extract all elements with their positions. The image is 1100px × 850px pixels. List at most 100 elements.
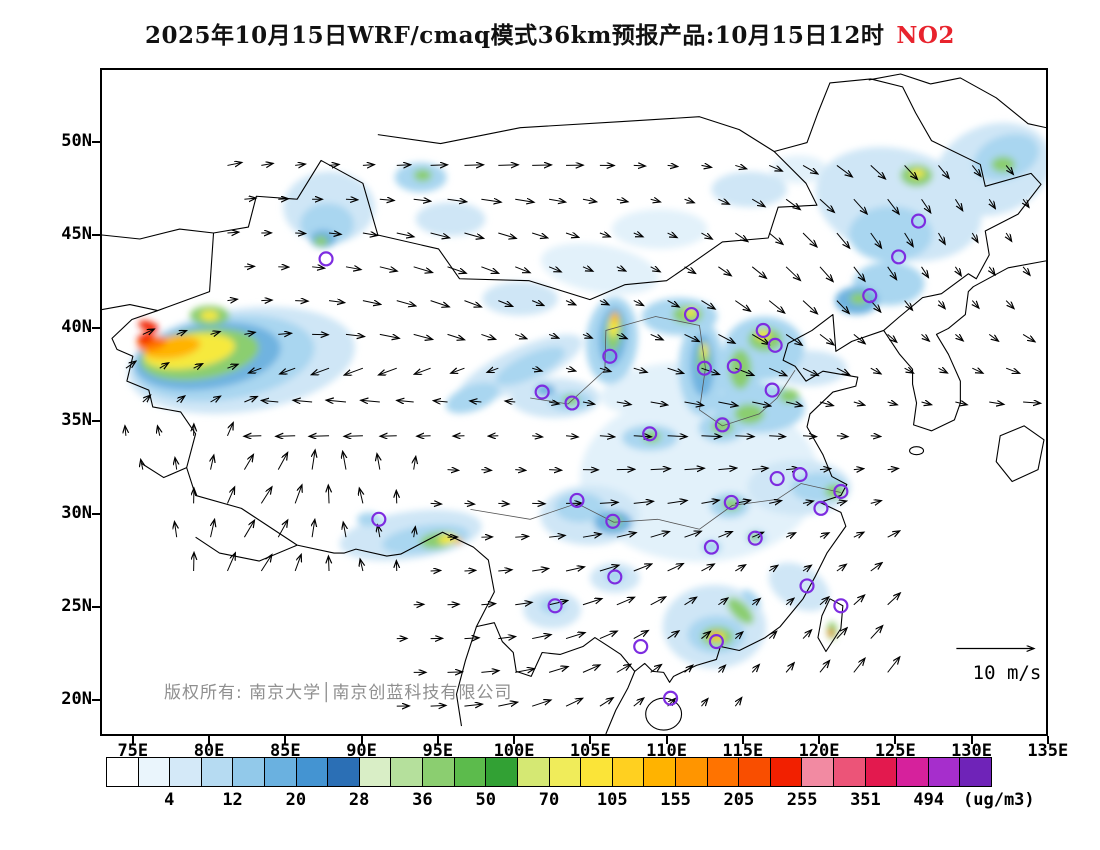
- wind-arrow: [430, 165, 448, 166]
- wind-arrow: [532, 165, 551, 166]
- wind-arrow: [667, 233, 677, 238]
- colorbar-cell: [643, 758, 675, 786]
- wind-arrow: [1023, 198, 1029, 207]
- wind-arrow: [532, 368, 542, 371]
- x-axis-label: 80E: [193, 741, 225, 761]
- wind-arrow: [582, 267, 593, 271]
- mongolia-north-border: [377, 116, 775, 152]
- wind-arrow: [785, 198, 800, 209]
- colorbar-cell: [896, 758, 928, 786]
- colorbar-label: 4: [164, 790, 175, 810]
- wind-arrow: [312, 519, 315, 538]
- concentration-blob: [711, 171, 788, 208]
- wind-arrow: [244, 332, 255, 334]
- wind-arrow: [565, 436, 578, 437]
- wind-arrow: [735, 165, 746, 168]
- concentration-blob: [535, 384, 556, 397]
- wind-arrow: [176, 396, 185, 402]
- wind-arrow: [904, 300, 913, 311]
- wind-arrow: [650, 333, 663, 339]
- wind-arrow: [565, 301, 576, 305]
- wind-arrow: [785, 663, 794, 673]
- wind-arrow: [684, 199, 695, 202]
- wind-arrow: [701, 564, 714, 572]
- wind-arrow: [650, 665, 662, 673]
- wind-arrow: [328, 301, 345, 303]
- wind-arrow: [175, 458, 177, 470]
- wind-arrow: [582, 665, 600, 673]
- wind-arrow: [244, 396, 257, 402]
- wind-arrow: [309, 436, 330, 437]
- china-outline: [111, 78, 1042, 683]
- wind-arrow: [650, 267, 660, 272]
- nepal-border: [195, 536, 298, 562]
- wind-arrow: [157, 426, 159, 436]
- wind-arrow: [768, 232, 783, 244]
- wind-arrow: [667, 165, 678, 166]
- concentration-blob: [611, 311, 619, 324]
- wind-arrow: [515, 470, 525, 471]
- wind-arrow: [210, 332, 221, 335]
- wind-arrow: [734, 632, 742, 639]
- colorbar-label: 205: [723, 790, 755, 810]
- colorbar-cell: [959, 758, 992, 786]
- wind-arrow: [599, 698, 613, 707]
- colorbar-cell: [516, 758, 549, 786]
- wind-arrow: [227, 364, 238, 368]
- wind-arrow: [836, 436, 848, 437]
- wind-arrow: [650, 532, 670, 538]
- concentration-blob: [415, 202, 486, 236]
- concentration-blob: [991, 156, 1016, 173]
- colorbar-cell: [611, 758, 644, 786]
- wind-arrow: [955, 402, 967, 405]
- station-marker: [910, 213, 927, 229]
- map-canvas: [102, 73, 1046, 734]
- rivers: [470, 316, 841, 530]
- wind-arrow: [397, 400, 414, 402]
- wind-arrow: [227, 553, 235, 572]
- wind-arrow: [971, 165, 981, 176]
- wind-arrow: [249, 368, 262, 373]
- concentration-blob: [413, 169, 432, 182]
- station-marker: [696, 360, 713, 376]
- wind-arrow: [718, 532, 732, 538]
- wind-arrow: [413, 199, 431, 201]
- wind-arrow: [498, 570, 512, 571]
- wind-arrow: [413, 266, 433, 273]
- wind-arrow: [1005, 300, 1014, 309]
- y-axis-tick: [92, 420, 100, 423]
- wind-arrow: [989, 402, 1004, 404]
- station-marker: [708, 634, 724, 650]
- wind-arrow: [650, 469, 671, 470]
- wind-arrow: [481, 470, 491, 471]
- wind-arrow: [227, 299, 237, 300]
- wind-arrow: [464, 570, 475, 571]
- station-marker: [755, 322, 771, 338]
- wind-arrow: [211, 519, 215, 538]
- wind-arrow: [414, 367, 431, 374]
- wind-arrow: [751, 333, 769, 344]
- figure-title: 2025年10月15日WRF/cmaq模式36km预报产品:10月15日12时 N…: [0, 16, 1100, 50]
- wind-arrow: [650, 199, 661, 202]
- wind-arrow: [345, 267, 361, 270]
- watermark: 版权所有: 南京大学│南京创蓝科技有限公司: [164, 683, 513, 703]
- x-axis-label: 115E: [722, 741, 764, 761]
- wind-arrow: [718, 333, 735, 343]
- wind-arrow: [684, 597, 697, 606]
- wind-arrow: [481, 671, 499, 673]
- wind-arrow: [548, 334, 559, 338]
- wind-arrow: [447, 604, 460, 605]
- wind-arrow: [260, 555, 272, 572]
- wind-arrow: [972, 232, 978, 242]
- x-axis-label: 130E: [951, 741, 993, 761]
- wind-arrow: [548, 667, 568, 673]
- y-axis-tick: [92, 141, 100, 144]
- wind-arrow: [174, 522, 176, 538]
- wind-arrow: [1022, 333, 1035, 341]
- wind-arrow: [498, 165, 518, 166]
- station-marker: [833, 483, 849, 500]
- wind-arrow: [464, 638, 478, 639]
- y-axis-tick: [92, 513, 100, 516]
- wind-arrow: [328, 485, 329, 504]
